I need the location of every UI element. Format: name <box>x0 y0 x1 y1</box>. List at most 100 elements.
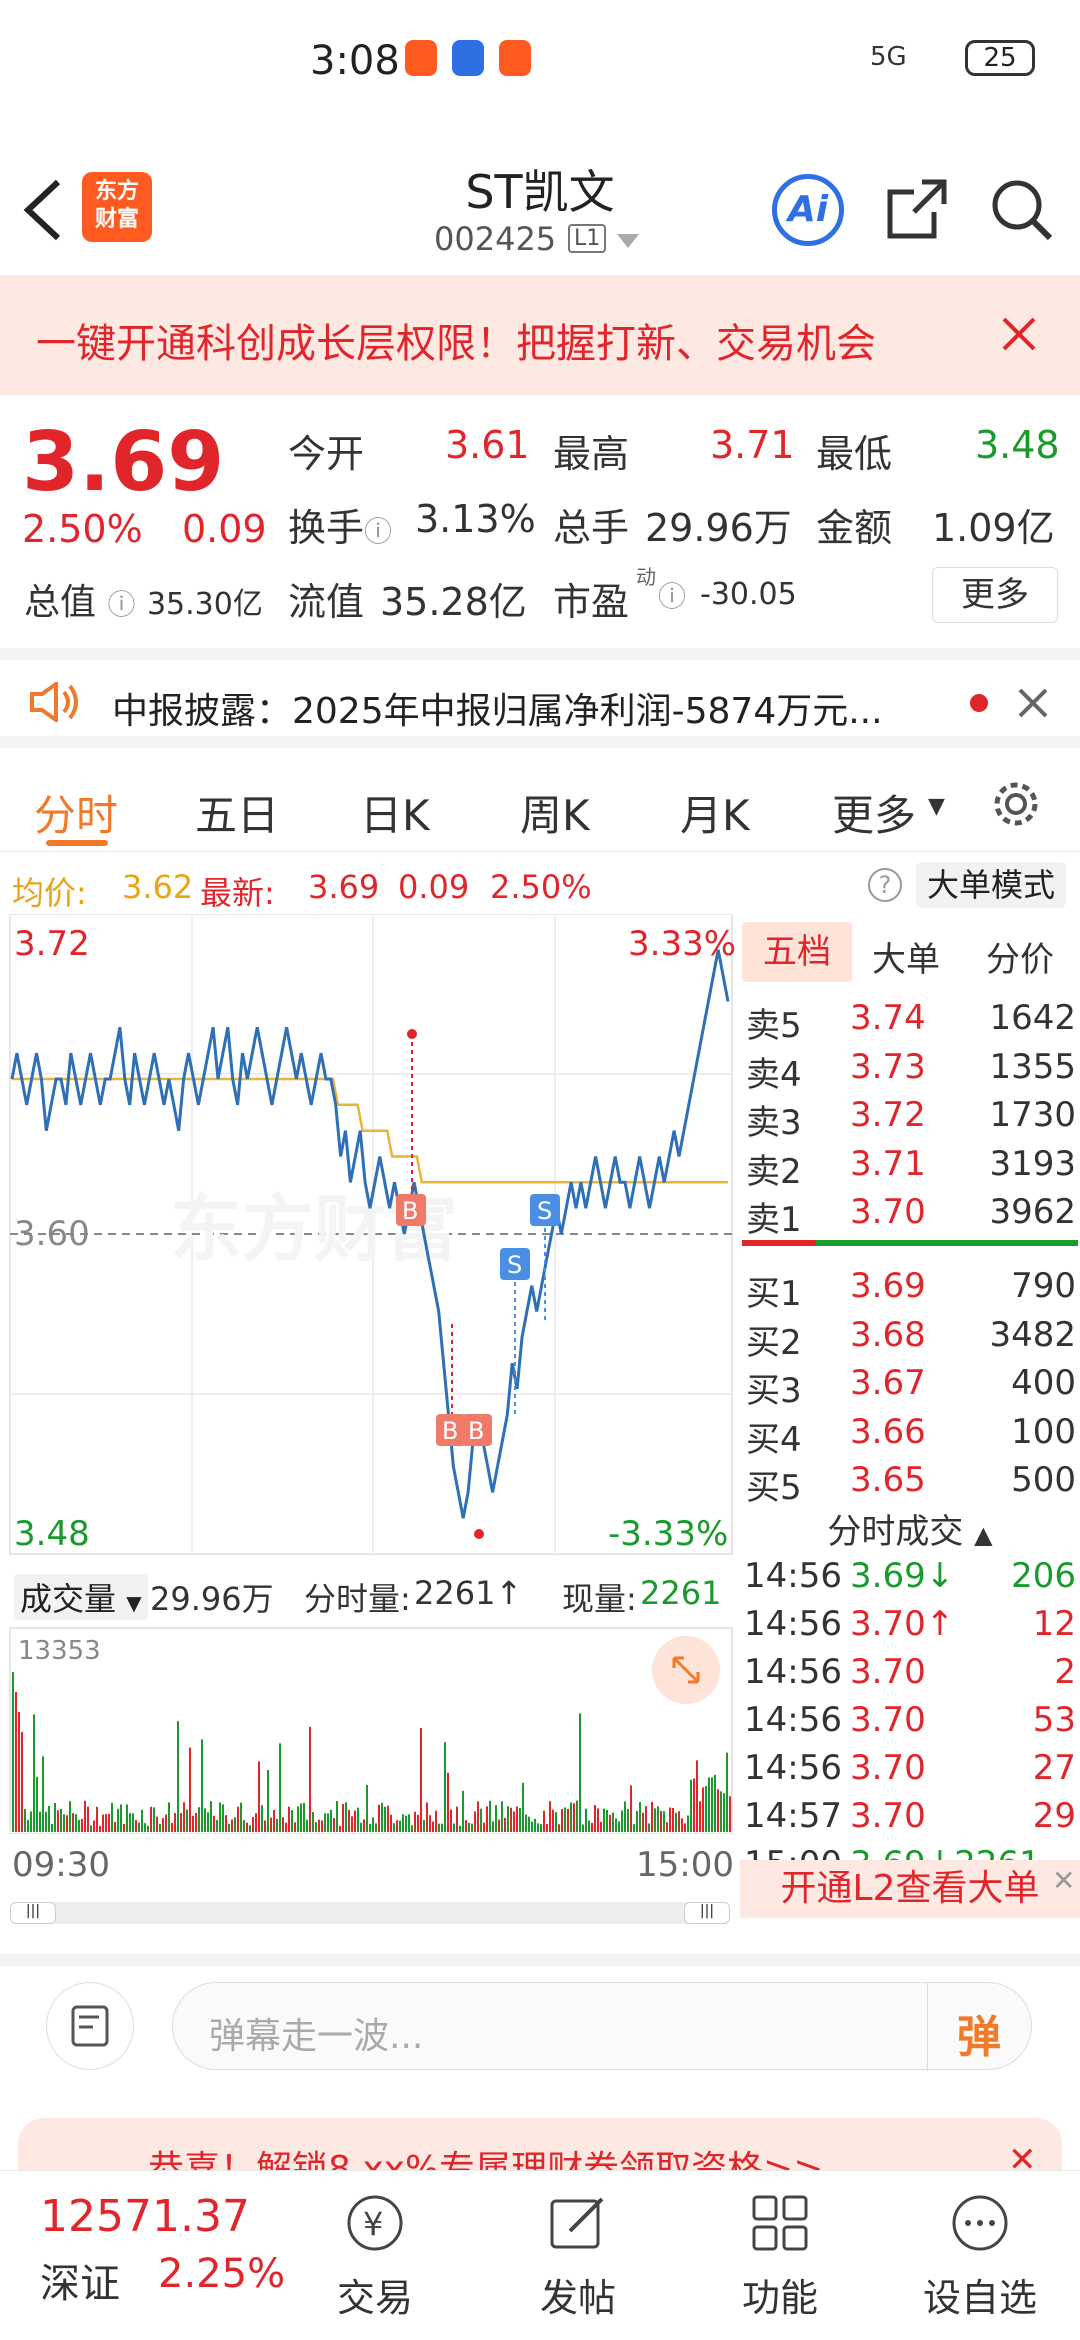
volume-bar <box>360 1822 362 1832</box>
tab-five-levels[interactable]: 五档 <box>742 922 852 982</box>
volume-frame <box>9 1627 733 1835</box>
search-icon[interactable] <box>990 178 1054 242</box>
more-button[interactable]: 更多 <box>932 567 1058 623</box>
trades-title[interactable]: 分时成交 ▲ <box>827 1512 993 1552</box>
volume-bar <box>240 1802 242 1832</box>
tab-intraday[interactable]: 分时 <box>34 791 119 840</box>
volume-bar <box>222 1804 224 1832</box>
tab-monthly-k[interactable]: 月K <box>680 791 750 840</box>
back-icon[interactable] <box>20 178 64 242</box>
battery-level: 25 <box>983 43 1017 73</box>
danmu-input[interactable]: 弹幕走一波... 弹 <box>172 1982 1032 2071</box>
intraday-chart-svg[interactable]: 东方财富 B B B S S <box>0 913 740 1564</box>
share-icon[interactable] <box>886 178 948 240</box>
volume-bar <box>15 1692 17 1832</box>
volume-bar <box>75 1814 77 1832</box>
volume-bar <box>255 1813 257 1832</box>
trade-time: 14:57 <box>744 1796 842 1836</box>
promo-banner[interactable]: 一键开通科创成长层权限！把握打新、交易机会 <box>0 275 1080 395</box>
bid-volume: 3482 <box>989 1314 1076 1355</box>
volume-bar <box>519 1808 521 1832</box>
volume-bar <box>330 1809 332 1832</box>
volume-bar <box>342 1803 344 1832</box>
volume-bar <box>189 1747 191 1832</box>
gear-icon[interactable] <box>990 778 1042 830</box>
volume-bar <box>150 1806 152 1832</box>
volume-bar <box>687 1815 689 1832</box>
volume-bar <box>585 1808 587 1832</box>
slider-handle-right[interactable]: ||| <box>684 1902 730 1924</box>
volume-bar <box>348 1809 350 1832</box>
volume-bar <box>426 1802 428 1832</box>
chevron-down-icon[interactable] <box>617 234 639 250</box>
ai-button[interactable]: Ai <box>772 174 844 246</box>
status-bar: 3:08 5G 25 <box>0 0 1080 150</box>
tab-more[interactable]: 更多 <box>832 791 917 840</box>
close-icon[interactable] <box>1018 688 1048 718</box>
l2-upgrade-banner[interactable]: 开通L2查看大单 <box>740 1860 1080 1918</box>
volume-bar <box>729 1796 731 1832</box>
volume-selector[interactable]: 成交量 ▼ <box>14 1574 148 1620</box>
tab-price-dist[interactable]: 分价 <box>986 940 1054 980</box>
trade-time: 14:56 <box>744 1700 842 1740</box>
danmu-send-button[interactable]: 弹 <box>957 2012 1001 2063</box>
chevron-down-icon: ▼ <box>928 794 945 819</box>
volume-bar <box>33 1714 35 1832</box>
volume-chart-svg <box>9 1627 733 1835</box>
nav-post[interactable]: 发帖 <box>508 2191 648 2322</box>
volume-bar <box>372 1817 374 1832</box>
low-value: 3.48 <box>975 423 1060 467</box>
buy-marker-label: B <box>468 1417 484 1445</box>
volume-bar <box>18 1712 20 1832</box>
volume-bar <box>480 1808 482 1832</box>
help-icon[interactable]: ? <box>868 868 902 902</box>
big-order-mode-button[interactable]: 大单模式 <box>916 862 1066 908</box>
volume-bar <box>153 1807 155 1832</box>
volume-bar <box>237 1806 239 1832</box>
intraday-chart[interactable]: 东方财富 B B B S S 3.72 3.33% 3.60 3.48 -3.3… <box>0 913 740 1564</box>
volume-bar <box>144 1823 146 1832</box>
tab-big-orders[interactable]: 大单 <box>872 940 940 980</box>
nav-add-watchlist[interactable]: 设自选 <box>910 2191 1050 2322</box>
notice-text: 中报披露：2025年中报归属净利润-5874万元... <box>112 691 883 732</box>
volume-bar <box>111 1802 113 1832</box>
nav-functions[interactable]: 功能 <box>710 2191 850 2322</box>
volume-bar <box>573 1803 575 1832</box>
info-icon[interactable]: ⓘ <box>364 515 393 548</box>
volume-bar <box>42 1756 44 1832</box>
volume-bar <box>696 1760 698 1832</box>
tab-underline <box>46 840 108 846</box>
buy-marker <box>396 1194 426 1226</box>
notice-bar[interactable]: 中报披露：2025年中报归属净利润-5874万元... <box>0 648 1080 748</box>
volume-bar <box>414 1811 416 1832</box>
tab-weekly-k[interactable]: 周K <box>520 791 590 840</box>
volume-bar <box>513 1811 515 1832</box>
volume-bar <box>333 1818 335 1832</box>
volume-bar <box>147 1825 149 1832</box>
volume-bar <box>132 1813 134 1832</box>
volume-bar <box>120 1804 122 1832</box>
info-icon[interactable]: ⓘ <box>107 588 136 621</box>
slider-handle-left[interactable]: ||| <box>10 1902 56 1924</box>
info-icon[interactable]: ⓘ <box>658 580 687 613</box>
time-range-slider[interactable]: ||| ||| <box>10 1902 730 1924</box>
nav-trade[interactable]: ¥ 交易 <box>305 2191 445 2322</box>
volume-bar <box>363 1819 365 1832</box>
ask-volume: 1642 <box>989 998 1076 1038</box>
close-icon[interactable]: ✕ <box>1052 1864 1076 1897</box>
level-badge: L1 <box>568 224 607 253</box>
danmu-settings-icon[interactable] <box>46 1982 134 2070</box>
tab-5day[interactable]: 五日 <box>195 791 280 840</box>
volume-bar <box>471 1823 473 1832</box>
close-icon[interactable] <box>1002 317 1036 351</box>
volume-bar <box>183 1802 185 1832</box>
close-icon[interactable]: ✕ <box>1008 2140 1037 2170</box>
promo-banner-bottom[interactable]: 恭喜！解锁8.xx%专属理财券领取资格>> ✕ <box>18 2118 1062 2170</box>
nav-bar: 东方 财富 ST凯文 002425 L1 Ai <box>0 150 1080 275</box>
trade-row: 14:56 3.70 2 <box>740 1652 1080 1700</box>
expand-icon[interactable] <box>652 1636 720 1704</box>
promo-text: 一键开通科创成长层权限！把握打新、交易机会 <box>36 321 876 367</box>
bid-label: 买5 <box>746 1468 802 1509</box>
tab-daily-k[interactable]: 日K <box>360 791 430 840</box>
change-pct: 2.50% <box>22 507 143 551</box>
